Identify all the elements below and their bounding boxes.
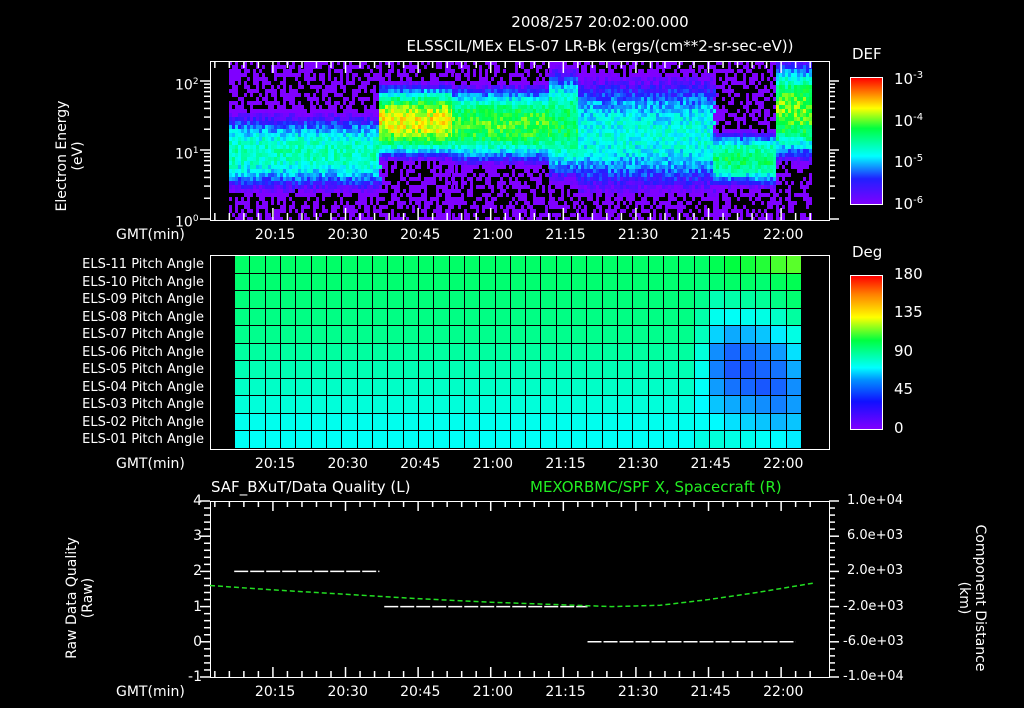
xtick-label: 21:15 [545, 684, 585, 700]
xtick-label: 21:45 [691, 684, 731, 700]
xtick-label: 20:30 [328, 684, 368, 700]
xtick-label: 20:45 [400, 684, 440, 700]
xtick-label: 21:00 [473, 684, 513, 700]
xtick-label: 20:15 [255, 684, 295, 700]
xtick-label: 21:30 [618, 684, 658, 700]
panel3-xlabel: GMT(min) [116, 684, 185, 700]
xtick-label: 22:00 [763, 684, 803, 700]
